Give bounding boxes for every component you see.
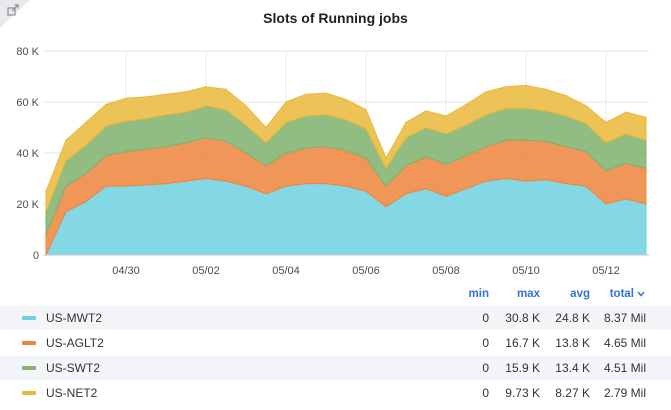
x-tick-label: 05/06 [352, 265, 380, 277]
legend-value-max: 9.73 K [505, 386, 540, 400]
y-tick-label: 80 K [16, 46, 39, 58]
data-point-us-net2 [505, 85, 507, 88]
data-point-us-net2 [145, 96, 147, 98]
legend-header-avg[interactable]: avg [570, 288, 590, 300]
legend-value-max: 15.9 K [505, 361, 540, 375]
data-point-us-net2 [245, 105, 247, 107]
data-point-us-net2 [45, 190, 47, 193]
data-point-us-net2 [345, 98, 347, 101]
data-point-us-net2 [405, 121, 407, 124]
legend-color-swatch[interactable] [22, 366, 36, 370]
y-tick-label: 20 K [16, 199, 39, 211]
data-point-us-net2 [465, 103, 467, 106]
data-point-us-net2 [565, 94, 567, 97]
data-point-us-net2 [385, 157, 387, 159]
legend-value-max: 30.8 K [505, 311, 540, 325]
legend-series-name[interactable]: US-SWT2 [46, 361, 100, 375]
legend-row[interactable]: US-NET2 0 9.73 K 8.27 K 2.79 Mil [0, 381, 671, 405]
legend-value-total: 4.51 Mil [603, 361, 646, 375]
data-point-us-net2 [205, 85, 207, 88]
legend-value-min: 0 [482, 311, 489, 325]
x-tick-label: 05/04 [272, 265, 300, 277]
data-point-us-net2 [185, 91, 187, 93]
legend-color-swatch[interactable] [22, 316, 36, 320]
legend-series-name[interactable]: US-NET2 [46, 386, 98, 400]
data-point-us-net2 [525, 84, 527, 87]
data-point-us-net2 [85, 121, 87, 124]
legend-value-total: 4.65 Mil [603, 336, 646, 350]
legend-value-min: 0 [482, 386, 489, 400]
data-point-us-net2 [365, 108, 367, 111]
y-tick-label: 60 K [16, 97, 39, 109]
legend-row[interactable]: US-SWT2 0 15.9 K 13.4 K 4.51 Mil [0, 356, 671, 380]
panel-title: Slots of Running jobs [263, 10, 408, 26]
x-tick-label: 04/30 [112, 265, 140, 277]
x-tick-label: 05/10 [512, 265, 540, 277]
legend-series-name[interactable]: US-MWT2 [46, 311, 102, 325]
data-point-us-net2 [585, 105, 587, 107]
chevron-down-icon[interactable] [634, 289, 646, 302]
legend-value-avg: 13.8 K [555, 336, 590, 350]
data-point-us-net2 [165, 93, 167, 96]
series-area-us-mwt2 [45, 177, 647, 256]
data-point-us-net2 [65, 139, 67, 142]
y-tick-label: 40 K [16, 148, 39, 160]
data-point-us-net2 [485, 91, 487, 93]
legend-value-avg: 13.4 K [555, 361, 590, 375]
legend-value-total: 8.37 Mil [603, 311, 646, 325]
legend-header-max[interactable]: max [516, 288, 540, 300]
legend-value-min: 0 [482, 361, 489, 375]
legend-row[interactable]: US-AGLT2 0 16.7 K 13.8 K 4.65 Mil [0, 331, 671, 355]
x-tick-label: 05/02 [192, 265, 220, 277]
legend-value-max: 16.7 K [505, 336, 540, 350]
legend-color-swatch[interactable] [22, 341, 36, 345]
legend-series-name[interactable]: US-AGLT2 [46, 336, 104, 350]
data-point-us-net2 [625, 111, 627, 113]
data-point-us-net2 [305, 93, 307, 96]
data-point-us-net2 [645, 116, 647, 119]
data-point-us-net2 [425, 110, 427, 112]
legend-value-avg: 8.27 K [555, 386, 590, 400]
x-tick-label: 05/08 [432, 265, 460, 277]
data-point-us-net2 [605, 121, 607, 124]
legend-rows: US-MWT2 0 30.8 K 24.8 K 8.37 Mil US-AGLT2 0 16.… [0, 306, 671, 405]
data-point-us-net2 [225, 88, 227, 91]
legend-header-total[interactable]: total [609, 288, 634, 300]
legend-row[interactable]: US-MWT2 0 30.8 K 24.8 K 8.37 Mil [0, 306, 671, 330]
data-point-us-net2 [325, 92, 327, 94]
legend-header: min max avg total [0, 285, 671, 305]
data-point-us-net2 [445, 115, 447, 117]
data-point-us-net2 [265, 126, 267, 129]
legend-color-swatch[interactable] [22, 391, 36, 395]
data-point-us-net2 [105, 103, 107, 106]
legend-value-avg: 24.8 K [555, 311, 590, 325]
series-area-us-net2 [45, 84, 647, 212]
legend-table: min max avg total US-MWT2 0 30.8 K 24.8 K 8.… [0, 285, 671, 405]
x-tick-label: 05/12 [592, 265, 620, 277]
y-tick-label: 0 [33, 250, 39, 262]
external-link-icon[interactable] [0, 0, 34, 30]
data-point-us-net2 [125, 97, 127, 99]
data-point-us-net2 [545, 88, 547, 91]
legend-value-min: 0 [482, 336, 489, 350]
legend-value-total: 2.79 Mil [603, 386, 646, 400]
data-point-us-net2 [285, 101, 287, 103]
stacked-area-chart[interactable]: 0 20 K 40 K 60 K 80 K 04/30 05/02 05/04 05/06 05/… [0, 0, 671, 285]
legend-header-min[interactable]: min [468, 288, 489, 300]
